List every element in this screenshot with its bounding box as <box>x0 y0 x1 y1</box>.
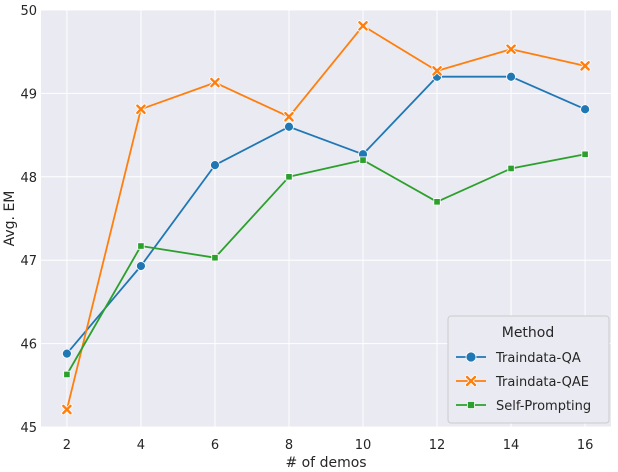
series-traindata-qae <box>61 20 591 416</box>
legend-label: Traindata-QA <box>495 351 581 366</box>
point-x-marker <box>135 103 147 115</box>
x-tick-label: 16 <box>577 438 594 453</box>
point-square-marker <box>467 401 475 409</box>
point-x-marker <box>465 375 477 387</box>
point-square-marker <box>63 370 71 379</box>
point-x-marker <box>505 43 517 55</box>
x-marker-stroke <box>432 66 442 76</box>
point-circle-marker <box>465 351 477 363</box>
legend: Method Traindata-QA Traindata-QAE Self-Pro… <box>447 315 610 424</box>
series-line-self-prompting <box>66 153 586 375</box>
x-marker-stroke <box>284 111 294 122</box>
x-tick-label: 10 <box>355 438 372 453</box>
point-circle-marker <box>506 71 516 82</box>
series-line-traindata-qa <box>66 75 586 355</box>
point-x-marker <box>579 60 591 72</box>
legend-box <box>447 315 610 424</box>
point-circle-marker <box>284 121 294 132</box>
legend-item-self-prompting: Self-Prompting <box>456 399 591 414</box>
x-marker-stroke <box>506 44 516 55</box>
y-tick-label: 45 <box>20 421 37 436</box>
point-x-marker <box>431 65 443 77</box>
legend-title: Method <box>502 325 555 341</box>
point-square-marker <box>433 198 441 206</box>
point-circle-marker <box>136 261 146 271</box>
y-tick-label: 47 <box>20 254 37 269</box>
series-traindata-qa <box>62 71 590 359</box>
y-tick-label: 49 <box>20 87 37 102</box>
point-x-marker <box>357 20 369 32</box>
x-tick-label: 12 <box>429 438 446 453</box>
point-square-marker <box>359 156 367 164</box>
point-square-marker <box>507 164 515 173</box>
x-tick-label: 6 <box>211 438 219 453</box>
x-marker-stroke <box>358 21 368 31</box>
point-square-marker <box>211 254 219 262</box>
x-marker-stroke <box>210 77 220 88</box>
point-circle-marker <box>62 348 72 359</box>
x-tick-label: 4 <box>137 438 145 453</box>
point-circle-marker <box>580 104 590 115</box>
series-layer <box>61 20 591 416</box>
x-marker-stroke <box>136 104 146 115</box>
x-tick-label: 14 <box>503 438 520 453</box>
x-marker-stroke <box>465 375 477 387</box>
y-tick-label: 48 <box>20 171 37 186</box>
series-line-traindata-qae <box>66 24 586 410</box>
y-tick-label: 46 <box>20 338 37 353</box>
legend-label: Self-Prompting <box>496 399 591 414</box>
point-x-marker <box>209 76 221 89</box>
x-tick-label: 8 <box>285 438 293 453</box>
point-square-marker <box>137 242 145 250</box>
point-x-marker <box>61 403 73 416</box>
legend-item-traindata-qa: Traindata-QA <box>456 351 581 366</box>
point-circle-marker <box>210 160 220 171</box>
legend-items: Traindata-QA Traindata-QAE Self-Prompting <box>456 351 591 414</box>
y-axis-label: Avg. EM <box>2 191 18 247</box>
x-axis-label: # of demos <box>285 455 366 471</box>
point-square-marker <box>581 150 589 158</box>
y-tick-label: 50 <box>20 4 37 19</box>
point-square-marker <box>285 173 293 181</box>
point-x-marker <box>283 111 295 123</box>
x-tick-label: 2 <box>63 438 71 453</box>
series-self-prompting <box>63 150 589 379</box>
x-marker-stroke <box>580 61 590 71</box>
legend-label: Traindata-QAE <box>495 375 589 390</box>
x-marker-stroke <box>62 404 72 415</box>
legend-item-traindata-qae: Traindata-QAE <box>456 375 589 390</box>
